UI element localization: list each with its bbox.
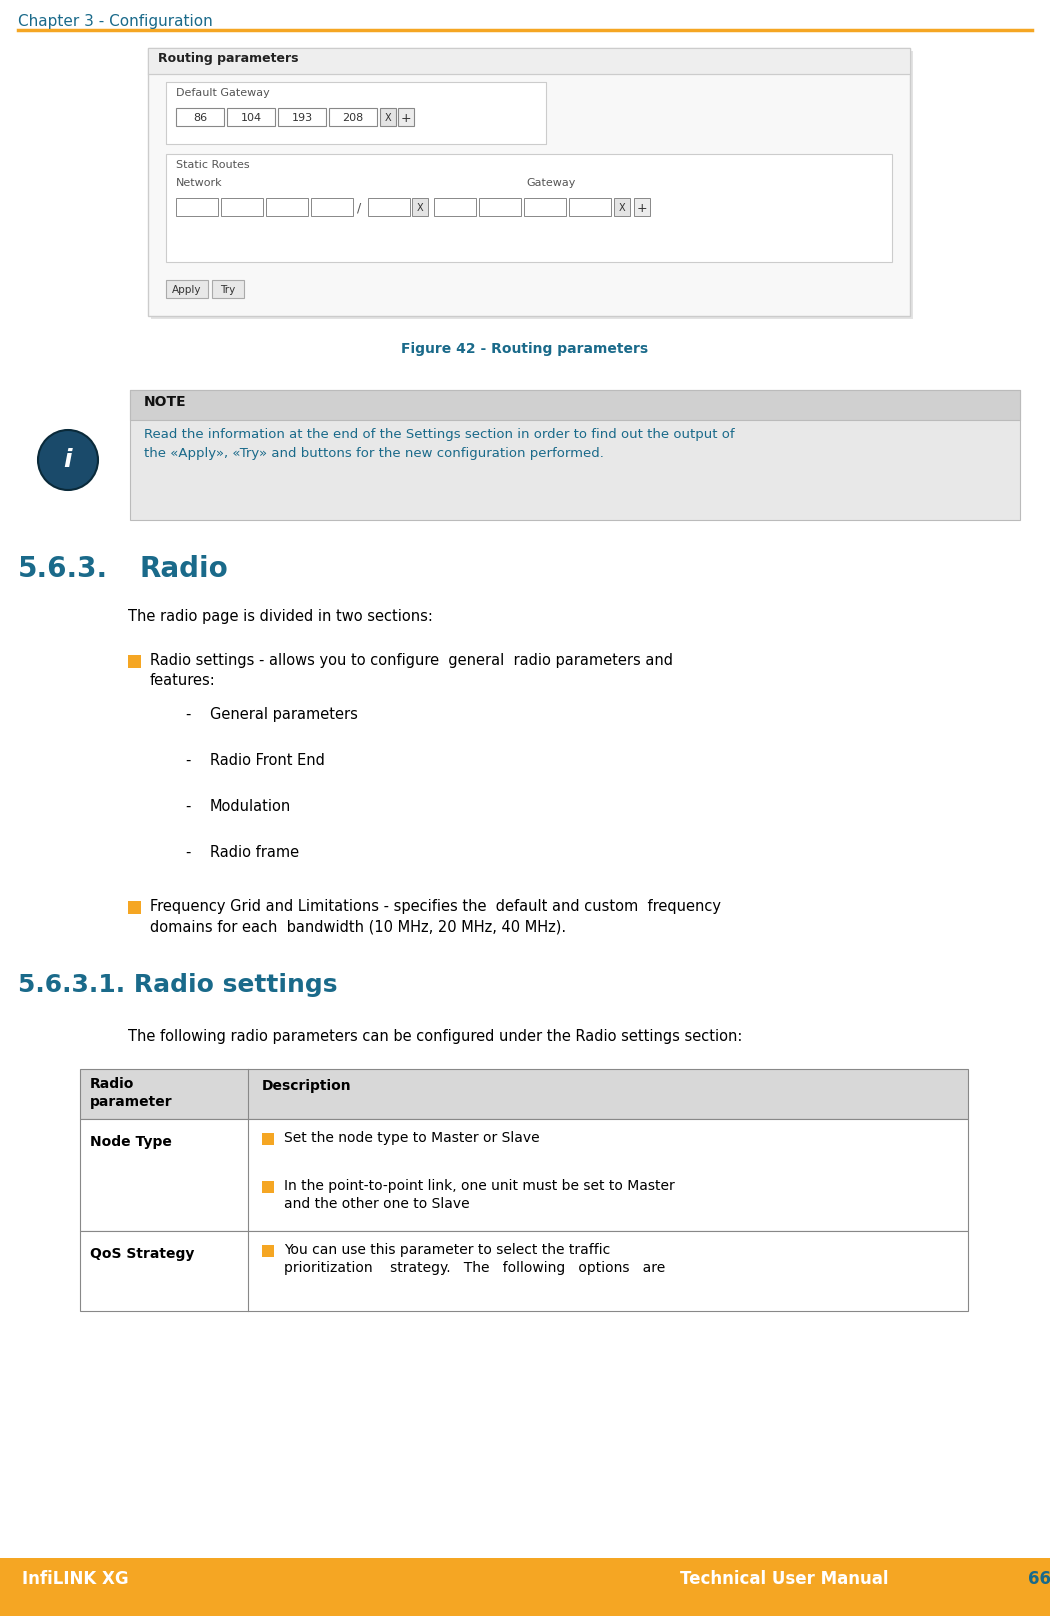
Text: +: + [636, 202, 647, 215]
Bar [128, 654, 141, 667]
Text: Radio Front End: Radio Front End [210, 753, 324, 768]
Text: Try: Try [220, 284, 235, 296]
Text: 208: 208 [342, 113, 363, 123]
Bar [0, 1558, 1050, 1616]
Bar [262, 1244, 274, 1257]
Text: General parameters: General parameters [210, 708, 358, 722]
Bar [166, 154, 892, 262]
Text: 86: 86 [193, 113, 207, 123]
Text: -: - [185, 753, 190, 768]
Text: /: / [357, 202, 361, 215]
Bar [479, 199, 521, 217]
Text: Radio: Radio [140, 554, 229, 583]
Bar [266, 199, 308, 217]
Bar [227, 108, 275, 126]
Text: QoS Strategy: QoS Strategy [90, 1248, 194, 1260]
Text: Technical User Manual: Technical User Manual [680, 1571, 888, 1589]
Text: +: + [401, 112, 412, 124]
Text: 5.6.3.: 5.6.3. [18, 554, 108, 583]
Text: Apply: Apply [172, 284, 202, 296]
Bar [130, 389, 1020, 520]
Text: domains for each  bandwidth (10 MHz, 20 MHz, 40 MHz).: domains for each bandwidth (10 MHz, 20 M… [150, 920, 566, 934]
Bar [148, 48, 910, 317]
Circle shape [38, 430, 98, 490]
Bar [569, 199, 611, 217]
Bar [80, 1231, 968, 1311]
Text: In the point-to-point link, one unit must be set to Master
and the other one to : In the point-to-point link, one unit mus… [284, 1180, 675, 1212]
Text: InfiLINK XG: InfiLINK XG [22, 1571, 128, 1589]
Text: Radio
parameter: Radio parameter [90, 1076, 172, 1110]
Text: Radio frame: Radio frame [210, 845, 299, 860]
Text: features:: features: [150, 672, 215, 688]
Text: Gateway: Gateway [526, 178, 575, 187]
Bar [80, 1070, 968, 1118]
Bar [148, 48, 910, 74]
Text: X: X [384, 113, 392, 123]
Text: -: - [185, 708, 190, 722]
Text: Modulation: Modulation [210, 798, 291, 814]
Bar [130, 389, 1020, 420]
Bar [212, 280, 244, 297]
Bar [634, 199, 650, 217]
Bar [311, 199, 353, 217]
Text: Description: Description [262, 1079, 352, 1092]
Bar [166, 280, 208, 297]
Text: Static Routes: Static Routes [176, 160, 250, 170]
Bar [176, 199, 218, 217]
Text: Chapter 3 - Configuration: Chapter 3 - Configuration [18, 15, 213, 29]
Bar [329, 108, 377, 126]
Text: X: X [618, 204, 626, 213]
Text: 66: 66 [1028, 1571, 1050, 1589]
Bar [220, 199, 262, 217]
Text: Figure 42 - Routing parameters: Figure 42 - Routing parameters [401, 343, 649, 356]
Text: Routing parameters: Routing parameters [158, 52, 298, 65]
Text: -: - [185, 798, 190, 814]
Bar [368, 199, 410, 217]
Text: Frequency Grid and Limitations - specifies the  default and custom  frequency: Frequency Grid and Limitations - specifi… [150, 898, 721, 915]
Text: 193: 193 [292, 113, 313, 123]
Bar [262, 1133, 274, 1146]
Text: The following radio parameters can be configured under the Radio settings sectio: The following radio parameters can be co… [128, 1029, 742, 1044]
Bar [380, 108, 396, 126]
Bar [128, 902, 141, 915]
Text: Default Gateway: Default Gateway [176, 87, 270, 99]
Text: Radio settings - allows you to configure  general  radio parameters and: Radio settings - allows you to configure… [150, 653, 673, 667]
Bar [614, 199, 630, 217]
Text: Read the information at the end of the Settings section in order to find out the: Read the information at the end of the S… [144, 428, 735, 461]
Text: You can use this parameter to select the traffic
prioritization    strategy.   T: You can use this parameter to select the… [284, 1243, 666, 1275]
Bar [524, 199, 566, 217]
Bar [398, 108, 414, 126]
Text: The radio page is divided in two sections:: The radio page is divided in two section… [128, 609, 433, 624]
Text: Network: Network [176, 178, 223, 187]
Bar [412, 199, 428, 217]
Text: NOTE: NOTE [144, 394, 187, 409]
Bar [262, 1181, 274, 1193]
Bar [80, 1118, 968, 1231]
Bar [176, 108, 224, 126]
Bar [166, 82, 546, 144]
Text: -: - [185, 845, 190, 860]
Bar [278, 108, 326, 126]
Text: X: X [417, 204, 423, 213]
Text: Node Type: Node Type [90, 1134, 172, 1149]
Bar [151, 52, 914, 318]
Text: Set the node type to Master or Slave: Set the node type to Master or Slave [284, 1131, 540, 1146]
Bar [434, 199, 476, 217]
Text: 104: 104 [240, 113, 261, 123]
Text: i: i [64, 448, 72, 472]
Text: 5.6.3.1. Radio settings: 5.6.3.1. Radio settings [18, 973, 337, 997]
